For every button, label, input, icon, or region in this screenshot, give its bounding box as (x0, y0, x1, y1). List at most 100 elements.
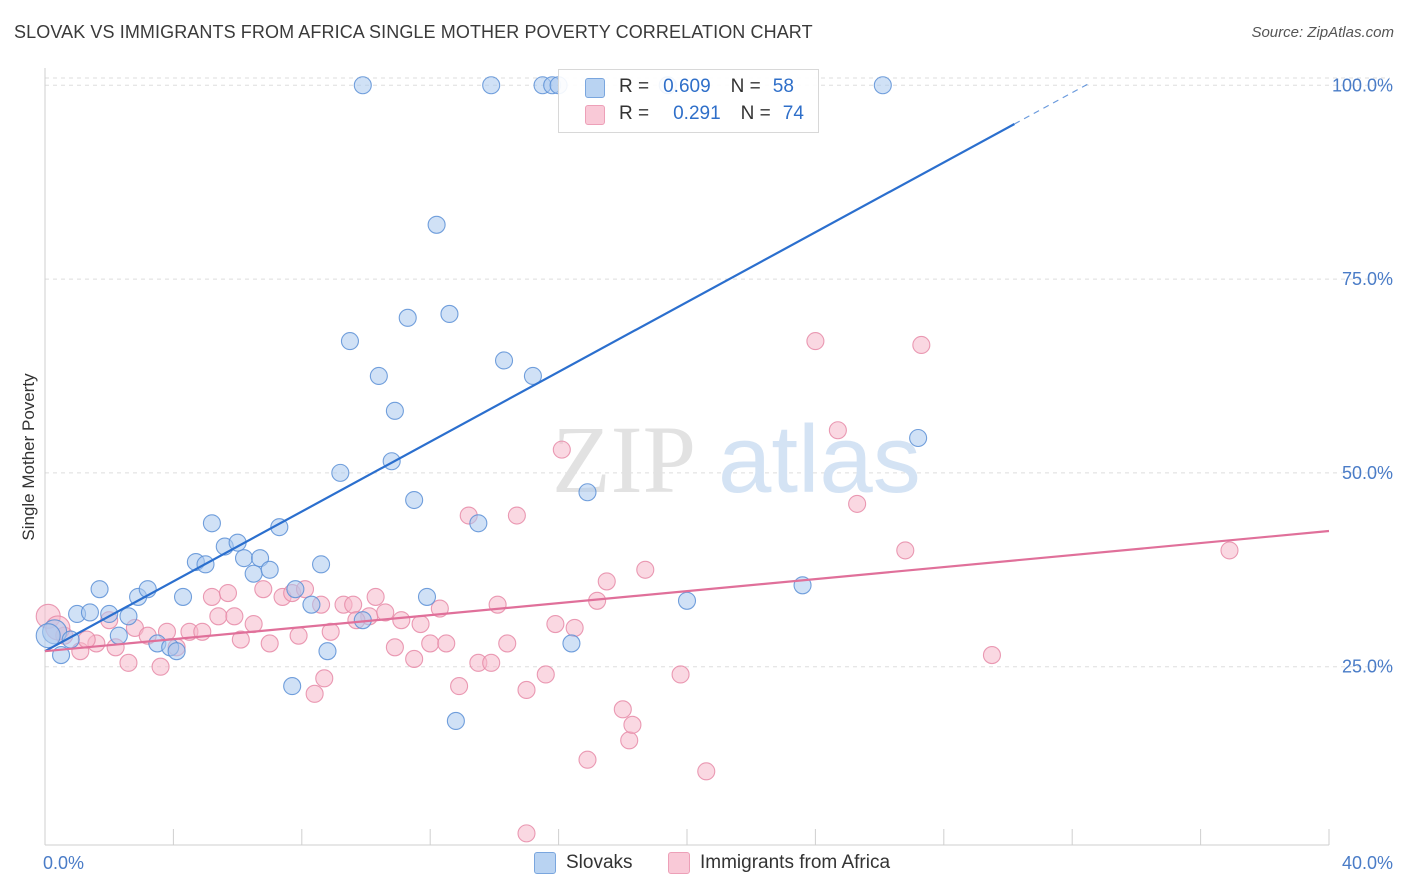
point-africa (421, 634, 440, 653)
series-legend-africa: Immigrants from Africa (668, 852, 890, 874)
point-africa (411, 615, 430, 634)
point-slovaks (119, 607, 138, 626)
point-africa (321, 622, 340, 641)
y-tick-label: 100.0% (1332, 75, 1393, 95)
legend-r-value: 0.291 (673, 103, 721, 124)
point-africa (982, 646, 1002, 665)
axes (44, 68, 1330, 846)
point-slovaks (562, 634, 581, 653)
point-slovaks (244, 564, 263, 583)
y-axis-label: Single Mother Poverty (19, 373, 38, 541)
point-africa (578, 750, 597, 769)
point-africa (231, 630, 250, 649)
point-africa (697, 762, 716, 781)
legend-n-value: 58 (772, 76, 794, 97)
point-africa (366, 587, 385, 606)
point-slovaks (35, 623, 61, 649)
trend-lines (44, 83, 1330, 653)
point-africa (344, 595, 363, 614)
legend-r-label: R = (619, 103, 650, 124)
point-africa (552, 440, 571, 459)
point-slovaks (909, 428, 928, 448)
point-slovaks (417, 587, 437, 606)
point-africa (289, 626, 308, 645)
series-swatch-africa (668, 852, 690, 874)
point-slovaks (340, 332, 360, 351)
point-africa (546, 615, 565, 634)
point-slovaks (251, 549, 270, 568)
point-africa (376, 603, 395, 622)
point-slovaks (382, 452, 401, 471)
point-slovaks (353, 76, 372, 95)
legend-row-africa: R = 0.291 N = 74 (585, 101, 804, 127)
legend-n-label: N = (730, 76, 761, 97)
series-label-slovaks: Slovaks (566, 852, 633, 873)
legend-swatch-africa (585, 105, 605, 125)
point-slovaks (80, 603, 99, 622)
point-slovaks (677, 591, 697, 610)
watermark-atlas: atlas (718, 406, 921, 513)
point-africa (482, 653, 501, 672)
legend-r-value: 0.609 (663, 76, 711, 97)
point-africa (225, 607, 244, 626)
point-africa (77, 630, 96, 649)
point-slovaks (167, 642, 186, 661)
point-slovaks (578, 483, 597, 502)
point-slovaks (440, 304, 459, 324)
point-slovaks (260, 560, 279, 579)
trend-line-slovaks (44, 123, 1015, 653)
point-slovaks (90, 580, 109, 599)
point-slovaks (318, 642, 337, 661)
watermark: ZIP atlas (552, 406, 921, 513)
y-tick-label: 25.0% (1342, 657, 1393, 677)
point-slovaks (302, 595, 321, 614)
point-africa (209, 607, 228, 626)
point-africa (151, 657, 170, 676)
point-slovaks (427, 215, 446, 234)
point-africa (202, 587, 221, 606)
x-tick-label: 40.0% (1342, 853, 1393, 873)
point-slovaks (173, 587, 193, 606)
point-africa (597, 572, 616, 591)
point-africa (896, 541, 915, 560)
trend-line-slovaks-extension (1014, 83, 1089, 125)
point-africa (517, 680, 536, 700)
legend-row-slovaks: R = 0.609 N = 58 (585, 74, 794, 100)
point-africa (1220, 541, 1239, 560)
point-slovaks (369, 366, 388, 386)
legend-swatch-slovaks (585, 78, 605, 98)
series-swatch-slovaks (534, 852, 556, 874)
series-label-africa: Immigrants from Africa (700, 852, 891, 873)
point-africa (305, 684, 324, 703)
point-africa (260, 634, 279, 653)
point-africa (623, 715, 642, 734)
point-africa (828, 421, 847, 440)
source-label: Source: ZipAtlas.com (1251, 24, 1394, 41)
point-slovaks (523, 366, 542, 386)
point-africa (848, 494, 867, 513)
point-slovaks (286, 580, 305, 599)
point-slovaks (331, 463, 350, 482)
point-africa (119, 653, 138, 672)
legend-r-label: R = (619, 76, 650, 97)
point-slovaks (385, 401, 404, 420)
point-slovaks (469, 514, 488, 533)
point-slovaks (109, 626, 128, 645)
point-africa (392, 611, 411, 630)
point-africa (405, 649, 424, 668)
point-slovaks (398, 308, 417, 327)
point-africa (912, 335, 931, 355)
point-africa (315, 669, 334, 688)
point-africa (488, 595, 507, 614)
y-tick-label: 75.0% (1342, 269, 1393, 289)
x-tick-label: 0.0% (43, 853, 84, 873)
correlation-legend: R = 0.609 N = 58 R = 0.291 N = 74 (558, 69, 819, 133)
point-africa (450, 677, 469, 696)
point-africa (671, 665, 690, 684)
point-africa (613, 700, 632, 719)
point-slovaks (494, 351, 514, 370)
point-africa (620, 731, 639, 750)
point-africa (517, 824, 536, 843)
point-slovaks (234, 549, 254, 568)
point-africa (806, 332, 825, 351)
